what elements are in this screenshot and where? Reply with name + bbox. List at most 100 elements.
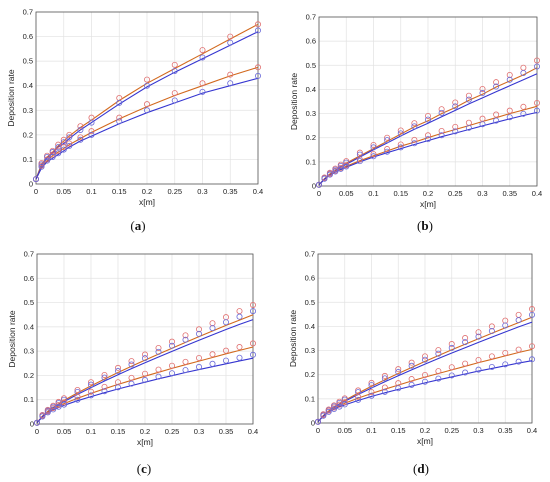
data-point <box>448 372 455 379</box>
data-point <box>143 82 150 89</box>
data-point <box>49 151 56 158</box>
data-point <box>88 128 95 135</box>
data-point <box>355 393 362 400</box>
y-tick-label: 0.5 <box>23 57 33 66</box>
data-point <box>515 317 522 324</box>
data-point <box>168 362 175 369</box>
data-point <box>479 90 486 97</box>
x-tick-label: 0.05 <box>57 427 72 436</box>
data-point <box>44 157 51 164</box>
y-tick-label: 0.6 <box>24 274 34 283</box>
x-tick-label: 0 <box>316 426 320 435</box>
data-point <box>465 96 472 103</box>
y-axis-label: Deposition rate <box>288 310 298 367</box>
data-point <box>384 134 391 141</box>
x-tick-label: 0.4 <box>532 189 542 198</box>
data-point <box>397 144 404 151</box>
data-point <box>182 358 189 365</box>
data-point <box>462 339 469 346</box>
data-point <box>141 355 148 362</box>
x-tick-label: 0.25 <box>167 187 182 196</box>
data-point <box>408 376 415 383</box>
data-point <box>249 302 256 309</box>
y-tick-label: 0.4 <box>305 322 315 331</box>
chart-panel-c: 0 0.05 0.1 0.15 0.2 0.25 0.3 0.35 0.4 0 0.1 0.2 0.3 0… <box>0 241 275 482</box>
data-point <box>227 33 234 40</box>
data-point <box>66 142 73 149</box>
data-point <box>321 175 328 182</box>
x-tick-label: 0.4 <box>248 427 258 436</box>
data-point <box>227 80 234 87</box>
data-point <box>143 76 150 83</box>
data-point <box>49 153 56 160</box>
data-point <box>34 419 41 426</box>
data-point <box>475 356 482 363</box>
data-point <box>384 146 391 153</box>
panel-label-d: (d) <box>413 461 429 476</box>
data-point <box>381 388 388 395</box>
data-point <box>479 121 486 128</box>
data-point <box>448 344 455 351</box>
data-point <box>337 165 344 172</box>
y-tick-label: 0.4 <box>23 81 33 90</box>
x-tick-label: 0.1 <box>86 187 96 196</box>
data-point <box>452 99 459 106</box>
data-point <box>368 379 375 386</box>
chart-a-svg: 0 0.05 0.1 0.15 0.2 0.25 0.3 0.35 0.4 0 0.1 0.2 0.3 0… <box>6 8 263 208</box>
chart-panel-a: 0 0.05 0.1 0.15 0.2 0.25 0.3 0.35 0.4 0 0.1 0.2 0.3 0… <box>0 0 275 241</box>
y-tick-label: 0 <box>311 419 315 428</box>
x-tick-label: 0.25 <box>165 427 180 436</box>
data-point <box>502 322 509 329</box>
data-point <box>55 150 62 157</box>
data-point <box>343 159 350 166</box>
data-point <box>128 358 135 365</box>
data-point <box>325 408 332 415</box>
x-tick-label: 0.4 <box>253 187 263 196</box>
data-point <box>128 380 135 387</box>
data-point <box>66 134 73 141</box>
data-point <box>116 118 123 125</box>
y-tick-label: 0.5 <box>305 298 315 307</box>
data-point <box>254 72 261 79</box>
data-point <box>520 110 527 117</box>
chart-c-svg: 0 0.05 0.1 0.15 0.2 0.25 0.3 0.35 0.4 0 0.1 0.2 0.3 0… <box>7 250 258 448</box>
data-point <box>209 325 216 332</box>
data-point <box>421 371 428 378</box>
x-tick-label: 0.1 <box>366 426 376 435</box>
data-point <box>155 344 162 351</box>
data-point <box>395 366 402 373</box>
data-point <box>462 335 469 342</box>
y-tick-label: 0.7 <box>306 13 316 22</box>
data-point <box>411 120 418 127</box>
data-point <box>171 90 178 97</box>
data-point <box>435 375 442 382</box>
x-tick-label: 0.15 <box>393 189 408 198</box>
data-point <box>438 106 445 113</box>
y-tick-label: 0.1 <box>24 395 34 404</box>
chart-b-svg: 0 0.05 0.1 0.15 0.2 0.25 0.3 0.35 0.4 0 0.1 0.2 0.3 0… <box>289 13 542 210</box>
data-point <box>452 103 459 110</box>
data-point <box>315 418 322 425</box>
data-point <box>88 392 95 399</box>
data-point <box>44 409 51 416</box>
axes-frame <box>318 16 538 187</box>
data-point <box>395 385 402 392</box>
y-tick-label: 0.5 <box>306 61 316 70</box>
data-point <box>222 319 229 326</box>
y-tick-label: 0.1 <box>23 155 33 164</box>
x-tick-label: 0.35 <box>219 427 234 436</box>
data-point <box>101 383 108 390</box>
data-point <box>355 396 362 403</box>
data-point <box>141 377 148 384</box>
y-tick-label: 0 <box>312 182 316 191</box>
data-point <box>462 369 469 376</box>
data-point <box>395 369 402 376</box>
x-axis-label: x[m] <box>417 436 433 446</box>
data-point <box>101 388 108 395</box>
x-tick-label: 0.05 <box>56 187 71 196</box>
data-point <box>368 389 375 396</box>
data-point <box>227 71 234 78</box>
y-tick-label: 0.6 <box>23 32 33 41</box>
data-point <box>254 21 261 28</box>
data-point <box>254 27 261 34</box>
